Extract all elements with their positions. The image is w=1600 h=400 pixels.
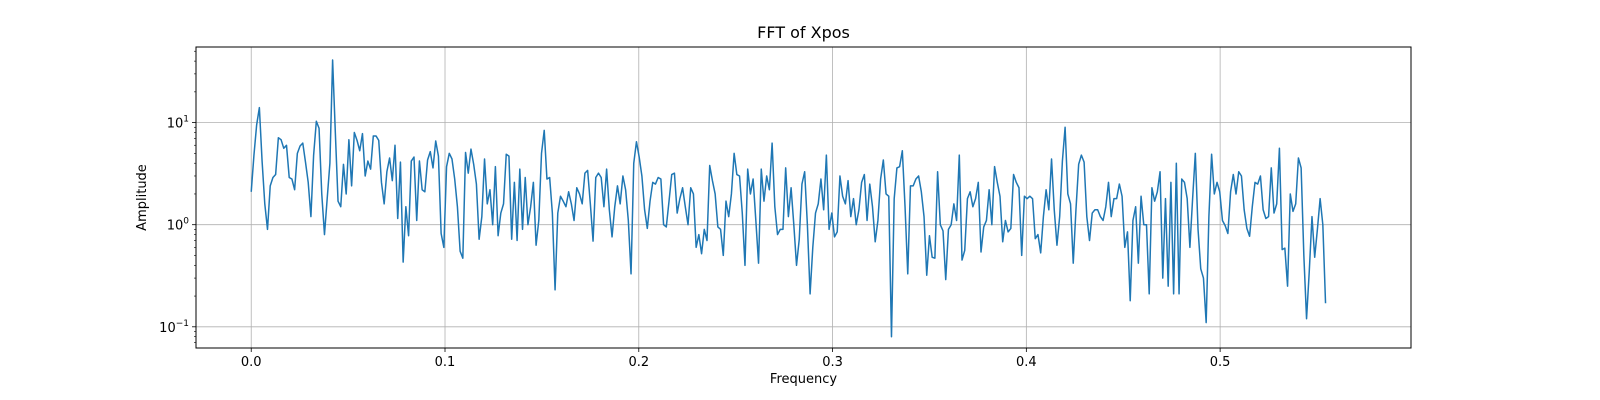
x-tick-label: 0.5 xyxy=(1210,355,1231,370)
chart-title: FFT of Xpos xyxy=(757,23,850,42)
series-line xyxy=(250,59,1327,338)
x-tick-label: 0.1 xyxy=(435,355,456,370)
y-axis-label: Amplitude xyxy=(135,164,150,231)
ticks: 0.0 0.1 0.2 0.3 0.4 0.5 10−1 100 101 xyxy=(159,50,1231,370)
axes-frame xyxy=(195,46,1412,349)
x-axis-label: Frequency xyxy=(770,372,837,387)
x-tick-label: 0.0 xyxy=(241,355,262,370)
x-tick-label: 0.3 xyxy=(822,355,843,370)
plot-area xyxy=(250,59,1327,338)
y-tick-label: 101 xyxy=(167,115,189,132)
x-tick-label: 0.2 xyxy=(628,355,649,370)
y-tick-label: 10−1 xyxy=(159,319,189,336)
y-tick-label: 100 xyxy=(167,217,190,234)
x-tick-label: 0.4 xyxy=(1016,355,1037,370)
